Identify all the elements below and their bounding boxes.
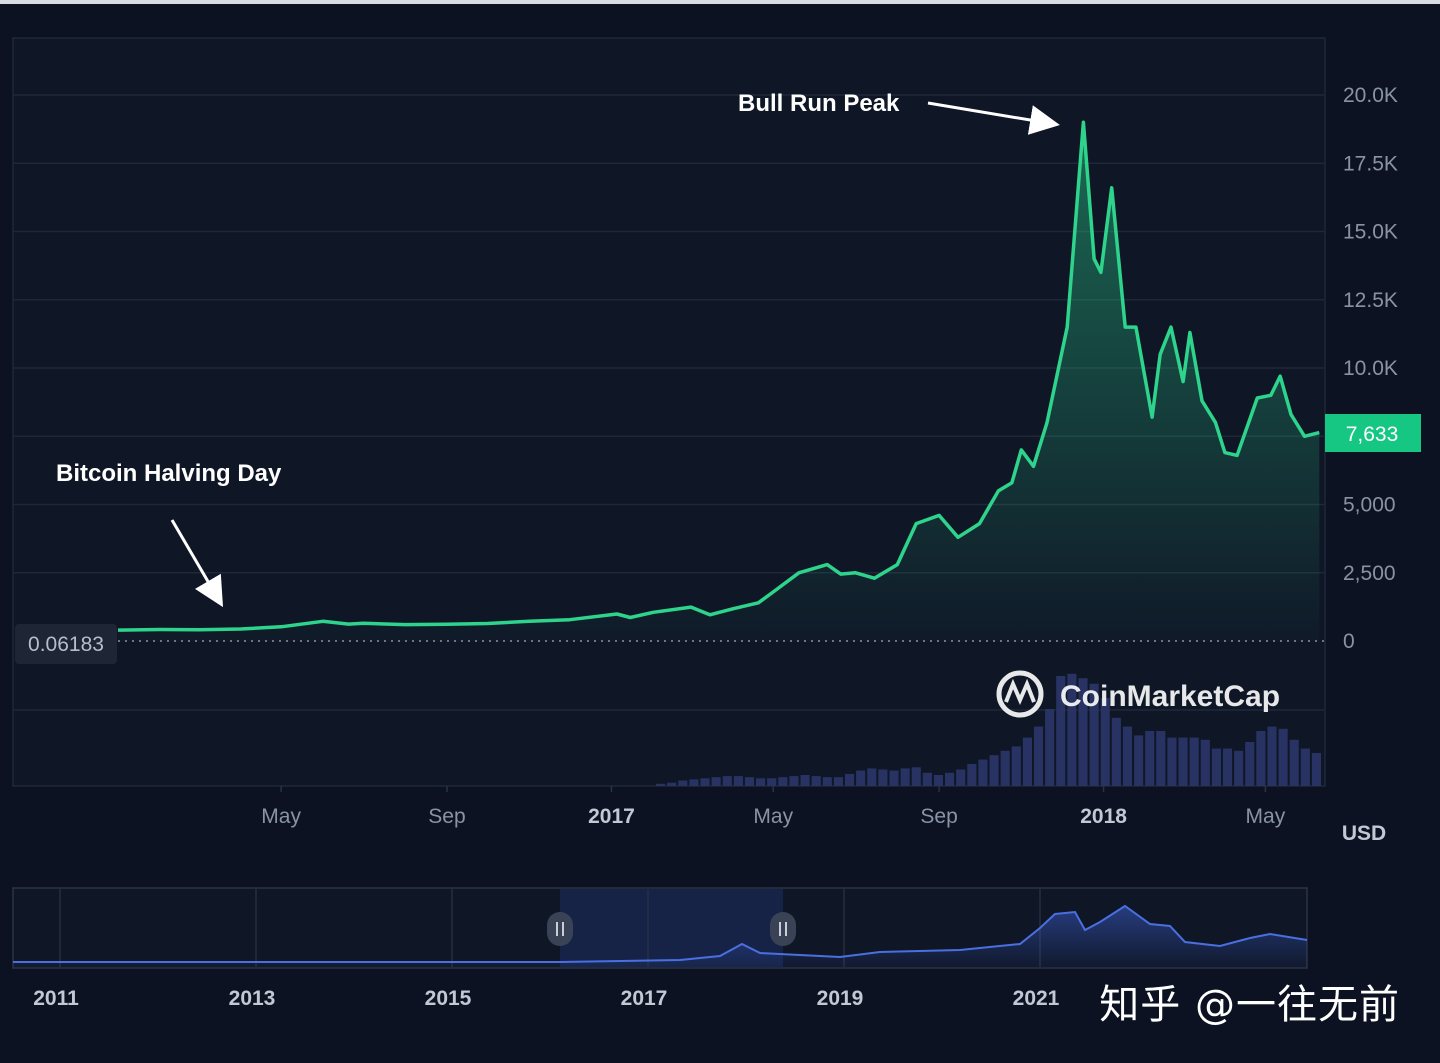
y-tick-label: 10.0K	[1343, 357, 1398, 380]
volume-bar	[712, 777, 721, 786]
volume-bar	[1245, 742, 1254, 786]
currency-label: USD	[1342, 822, 1386, 845]
annotation-bull-run-peak: Bull Run Peak	[738, 90, 900, 117]
navigator-tick-label: 2021	[1013, 987, 1060, 1010]
volume-bar	[723, 776, 732, 786]
volume-bar	[1034, 727, 1043, 786]
volume-bar	[812, 776, 821, 786]
volume-bar	[845, 774, 854, 786]
volume-bar	[967, 764, 976, 786]
navigator-tick-label: 2011	[33, 987, 79, 1010]
volume-bar	[1156, 731, 1165, 786]
volume-bar	[778, 777, 787, 786]
volume-bar	[1145, 731, 1154, 786]
volume-bar	[801, 775, 810, 786]
volume-bar	[1134, 735, 1143, 786]
volume-bar	[756, 778, 765, 786]
x-tick-label: May	[1246, 805, 1286, 828]
volume-bar	[1123, 727, 1132, 786]
volume-bar	[1267, 727, 1276, 786]
volume-bar	[667, 783, 676, 786]
start-price-badge: 0.06183	[15, 624, 117, 664]
annotation-halving-day: Bitcoin Halving Day	[56, 460, 282, 487]
volume-bar	[923, 773, 932, 786]
volume-bar	[1178, 738, 1187, 786]
navigator-tick-label: 2013	[229, 987, 276, 1010]
volume-bar	[656, 784, 665, 786]
volume-bar	[678, 781, 687, 787]
y-tick-label: 5,000	[1343, 494, 1396, 517]
zhihu-watermark: 知乎 @一往无前	[1099, 972, 1400, 1030]
navigator-handle-left[interactable]	[547, 912, 573, 946]
volume-bar	[912, 767, 921, 786]
y-axis: 20.0K 17.5K 15.0K 12.5K 10.0K 5,000 2,500 0	[1343, 84, 1398, 653]
current-price-label: 7,633	[1346, 423, 1399, 446]
volume-bar	[1190, 738, 1199, 786]
y-tick-label: 15.0K	[1343, 221, 1398, 244]
start-price-label: 0.06183	[28, 633, 104, 656]
navigator-handle-right[interactable]	[770, 912, 796, 946]
volume-bar	[990, 755, 999, 786]
x-tick-label: May	[753, 805, 793, 828]
volume-bar	[823, 777, 832, 786]
volume-bar	[1212, 749, 1221, 786]
volume-bar	[867, 768, 876, 786]
volume-bar	[889, 771, 898, 786]
volume-bar	[901, 768, 910, 786]
volume-bar	[978, 760, 987, 786]
navigator-tick-label: 2015	[425, 987, 472, 1010]
volume-bar	[834, 777, 843, 786]
volume-bar	[1223, 749, 1232, 786]
volume-bar	[734, 776, 743, 786]
y-tick-label: 2,500	[1343, 562, 1396, 585]
volume-bar	[767, 778, 776, 786]
volume-bar	[856, 771, 865, 786]
volume-bar	[689, 779, 698, 786]
volume-bar	[745, 777, 754, 786]
volume-bar	[1023, 738, 1032, 786]
y-tick-label: 20.0K	[1343, 84, 1398, 107]
volume-bar	[1234, 751, 1243, 786]
volume-bar	[934, 775, 943, 786]
volume-bar	[1001, 751, 1010, 786]
volume-bar	[878, 770, 887, 787]
navigator-tick-label: 2017	[621, 987, 668, 1010]
volume-bar	[1112, 718, 1121, 786]
volume-bar	[700, 778, 709, 786]
x-tick-label: 2017	[588, 805, 635, 828]
y-tick-label: 17.5K	[1343, 152, 1398, 175]
navigator-axis: 2011 2013 2015 2017 2019 2021	[33, 987, 1059, 1010]
x-tick-label: May	[261, 805, 301, 828]
x-tick-label: 2018	[1080, 805, 1127, 828]
volume-bar	[1290, 740, 1299, 786]
top-strip	[0, 0, 1440, 4]
volume-bar	[1312, 753, 1321, 786]
x-tick-label: Sep	[428, 805, 465, 828]
volume-bar	[956, 770, 965, 787]
y-tick-label: 0	[1343, 630, 1355, 653]
current-price-badge: 7,633	[1325, 414, 1421, 452]
volume-bar	[1301, 749, 1310, 786]
navigator-tick-label: 2019	[817, 987, 864, 1010]
volume-bar	[789, 776, 798, 786]
volume-bar	[945, 773, 954, 786]
volume-bar	[1167, 738, 1176, 786]
volume-bar	[1256, 731, 1265, 786]
y-tick-label: 12.5K	[1343, 289, 1398, 312]
navigator[interactable]	[13, 888, 1307, 968]
x-axis: May Sep 2017 May Sep 2018 May	[261, 786, 1285, 828]
volume-bar	[1279, 729, 1288, 786]
x-tick-label: Sep	[920, 805, 957, 828]
volume-bar	[1045, 709, 1054, 786]
volume-bar	[1012, 746, 1021, 786]
volume-bar	[1201, 740, 1210, 786]
coinmarketcap-wordmark: CoinMarketCap	[1060, 680, 1280, 713]
